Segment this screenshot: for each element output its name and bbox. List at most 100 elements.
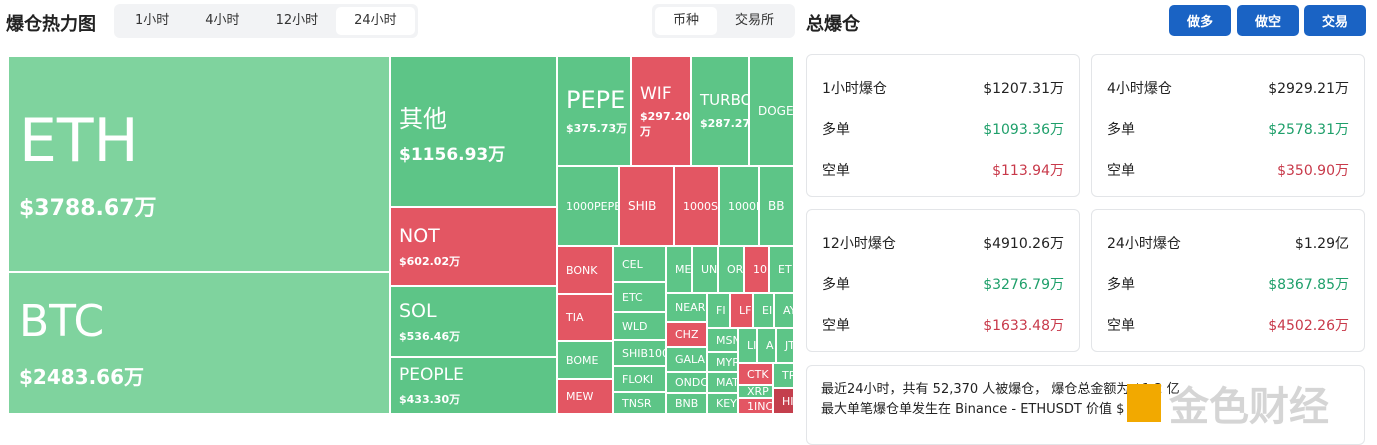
treemap-tile-or[interactable]: OR [718, 246, 744, 293]
treemap-tile-ondo[interactable]: ONDO [666, 372, 707, 393]
tile-value: $2483.66万 [19, 365, 145, 389]
treemap-tile-wif[interactable]: WIF $297.20万 [631, 56, 691, 166]
group-1[interactable]: 交易所 [735, 13, 775, 28]
treemap-tile-bb[interactable]: BB [759, 166, 794, 246]
treemap-tile-et[interactable]: ET [769, 246, 794, 293]
treemap-tile-floki[interactable]: FLOKI [613, 366, 666, 392]
tile-label: ONDO [675, 376, 707, 389]
tile-label: TNSR [622, 396, 652, 410]
treemap-tile-1000pepe[interactable]: 1000PEPE [557, 166, 619, 246]
treemap-tile-etc[interactable]: ETC [613, 282, 666, 312]
tile-label: CHZ [675, 328, 699, 341]
treemap-tile-un[interactable]: UN [692, 246, 718, 293]
tile-value: $602.02万 [399, 254, 461, 268]
treemap-tile-tr[interactable]: TR [773, 363, 794, 388]
tile-value: $375.73万 [566, 122, 628, 135]
treemap-tile-1000bonk[interactable]: 1000BONK [719, 166, 759, 246]
treemap-tile-bonk[interactable]: BONK [557, 246, 613, 294]
treemap-tile-lf[interactable]: LF [730, 293, 753, 328]
treemap-tile-near[interactable]: NEAR [666, 293, 707, 322]
treemap-tile-msn[interactable]: MSN [707, 328, 738, 352]
treemap-tile-tia[interactable]: TIA [557, 294, 613, 341]
treemap-tile-doge[interactable]: DOGE [749, 56, 794, 166]
treemap-tile-bnb[interactable]: BNB [666, 393, 707, 414]
treemap-tile-xrp[interactable]: XRP [738, 385, 773, 398]
tile-label: HI [782, 394, 794, 408]
treemap-tile-li[interactable]: LI [738, 328, 757, 363]
tile-value: $287.27万 [700, 117, 748, 130]
tile-label: MAT [716, 376, 738, 389]
long-label: 多单 [1107, 121, 1135, 138]
tile-label: JT [785, 339, 794, 352]
short-value: $4502.26万 [1268, 317, 1349, 334]
tile-label: XRP [747, 385, 769, 398]
treemap-tile-myr[interactable]: MYR [707, 352, 738, 372]
treemap-tile-sol[interactable]: SOL $536.46万 [390, 286, 557, 357]
treemap-tile-1000shib[interactable]: 1000SHIB [674, 166, 719, 246]
treemap-tile-turbo[interactable]: TURBO $287.27万 [691, 56, 749, 166]
tile-label: LF [739, 304, 752, 317]
treemap-tile-ctk[interactable]: CTK [738, 363, 773, 385]
treemap-tile-gala[interactable]: GALA [666, 347, 707, 372]
long-label: 多单 [822, 276, 850, 293]
treemap-tile-1inc[interactable]: 1INC [738, 398, 773, 414]
tile-label: WLD [622, 319, 648, 333]
tile-label: ETC [622, 290, 643, 304]
treemap-tile-shib[interactable]: SHIB [619, 166, 674, 246]
tab-1[interactable]: 4小时 [205, 13, 240, 28]
total-value: $1207.31万 [983, 80, 1064, 97]
tile-label: TURBO [700, 91, 749, 109]
treemap-tile-wld[interactable]: WLD [613, 312, 666, 340]
tile-label: BOME [566, 353, 599, 367]
treemap-tile-tnsr[interactable]: TNSR [613, 392, 666, 414]
tile-label: BNB [675, 397, 699, 410]
treemap-tile-hi[interactable]: HI [773, 388, 794, 414]
short-row: 空单 $350.90万 [1092, 149, 1364, 190]
total-label: 4小时爆仓 [1107, 80, 1172, 97]
treemap-tile-not[interactable]: NOT $602.02万 [390, 207, 557, 286]
tile-value: $297.20万 [640, 109, 691, 138]
treemap-tile-ei[interactable]: EI [753, 293, 774, 328]
treemap-tile-fi[interactable]: FI [707, 293, 730, 328]
tab-3[interactable]: 24小时 [336, 7, 415, 35]
treemap-tile-mat[interactable]: MAT [707, 372, 738, 393]
treemap-tile-其他[interactable]: 其他 $1156.93万 [390, 56, 557, 207]
treemap-tile-chz[interactable]: CHZ [666, 322, 707, 347]
tile-label: NEAR [675, 301, 706, 314]
tile-label: TIA [566, 311, 584, 324]
tile-label: MEW [566, 390, 594, 403]
long-value: $2578.31万 [1268, 121, 1349, 138]
treemap-tile-jt[interactable]: JT [776, 328, 794, 363]
treemap-tile-cel[interactable]: CEL [613, 246, 666, 282]
treemap-tile-bome[interactable]: BOME [557, 341, 613, 379]
short-label: 空单 [1107, 317, 1135, 334]
treemap-tile-mew[interactable]: MEW [557, 379, 613, 414]
treemap-tile-ay[interactable]: AY [774, 293, 794, 328]
short-value: $1633.48万 [983, 317, 1064, 334]
treemap-tile-me[interactable]: ME [666, 246, 692, 293]
tab-2[interactable]: 12小时 [275, 13, 319, 28]
trade-button[interactable]: 交易 [1304, 5, 1366, 36]
treemap-tile-people[interactable]: PEOPLE $433.30万 [390, 357, 557, 414]
treemap-tile-eth[interactable]: ETH $3788.67万 [8, 56, 390, 272]
long-label: 多单 [822, 121, 850, 138]
tile-label: ME [675, 263, 692, 276]
tab-0[interactable]: 1小时 [135, 13, 170, 28]
long-button[interactable]: 做多 [1169, 5, 1231, 36]
short-row: 空单 $113.94万 [807, 149, 1079, 190]
tile-label: BONK [566, 263, 598, 277]
total-row: 24小时爆仓 $1.29亿 [1092, 222, 1364, 263]
treemap-tile-key[interactable]: KEY [707, 393, 738, 414]
group-0[interactable]: 币种 [655, 7, 718, 35]
treemap-tile-btc[interactable]: BTC $2483.66万 [8, 272, 390, 414]
tile-label: LI [747, 339, 757, 352]
tile-label: EI [762, 304, 773, 317]
treemap-tile-a[interactable]: A [757, 328, 776, 363]
timeframe-tabs: 1小时 4小时 12小时 24小时 [114, 4, 418, 38]
treemap-tile-10[interactable]: 10 [744, 246, 769, 293]
short-button[interactable]: 做空 [1237, 5, 1299, 36]
liquidation-card-3: 24小时爆仓 $1.29亿 多单 $8367.85万 空单 $4502.26万 [1091, 209, 1365, 352]
treemap-tile-pepe[interactable]: PEPE $375.73万 [557, 56, 631, 166]
